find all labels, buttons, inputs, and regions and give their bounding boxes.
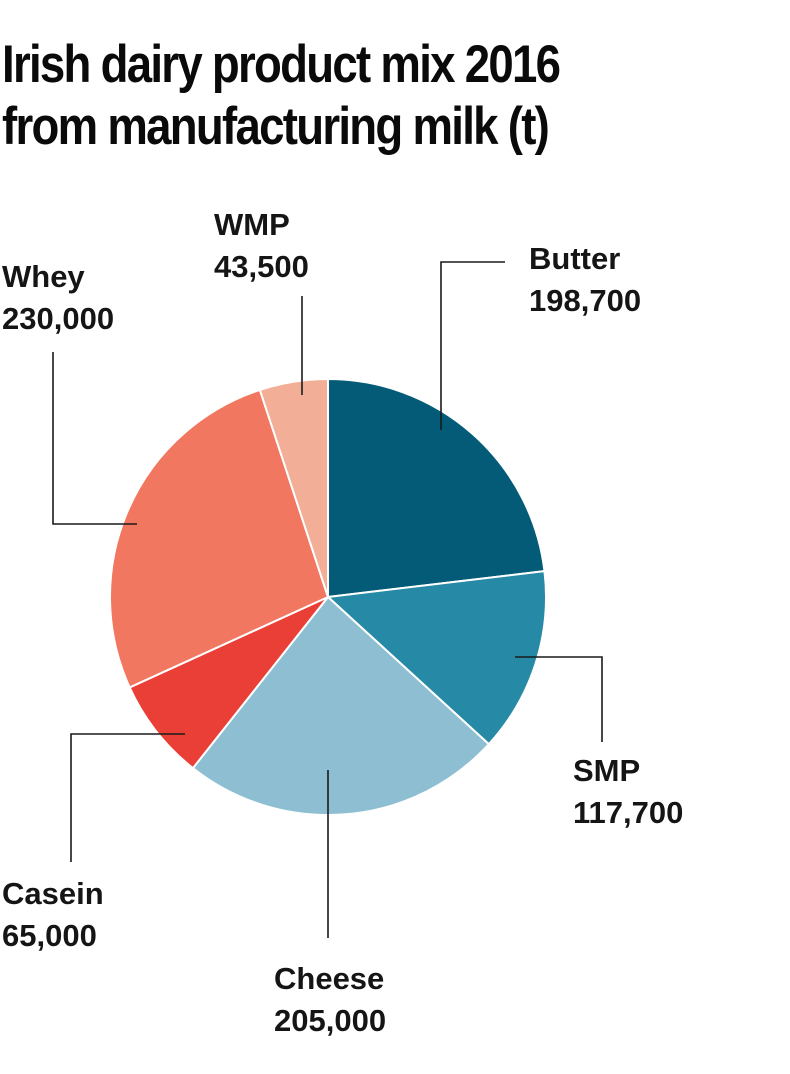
label-casein: Casein 65,000 [2,873,104,957]
label-wmp-value: 43,500 [214,249,309,284]
label-wmp: WMP 43,500 [214,204,309,288]
pie-slice-wmp [258,378,329,598]
label-whey: Whey 230,000 [2,256,114,340]
label-butter: Butter 198,700 [529,238,641,322]
label-cheese-value: 205,000 [274,1003,387,1038]
pie-slice-casein [128,596,329,770]
label-cheese: Cheese 205,000 [274,958,386,1042]
leader-line-casein [70,733,185,862]
label-butter-value: 198,700 [529,283,642,318]
chart-title-line-1: Irish dairy product mix 2016 [2,35,561,94]
pie-slice-smp [327,570,547,746]
label-casein-name: Casein [2,876,104,911]
label-butter-name: Butter [529,241,621,276]
label-smp: SMP 117,700 [573,750,683,834]
label-whey-value: 230,000 [2,301,115,336]
chart-title: Irish dairy product mix 2016 from manufa… [2,34,604,158]
pie-slices [109,378,547,816]
label-smp-value: 117,700 [573,795,684,830]
pie-slice-whey [109,388,329,689]
pie-slice-butter [327,378,546,598]
label-cheese-name: Cheese [274,961,385,996]
label-wmp-name: WMP [214,207,290,242]
label-casein-value: 65,000 [2,918,97,953]
label-smp-name: SMP [573,753,641,788]
pie-slice-cheese [191,596,490,816]
chart-title-line-2: from manufacturing milk (t) [2,97,550,156]
leader-line-smp [515,656,603,742]
leader-lines [52,261,603,938]
label-whey-name: Whey [2,259,85,294]
leader-line-whey [52,352,137,525]
leader-line-butter [440,261,505,430]
